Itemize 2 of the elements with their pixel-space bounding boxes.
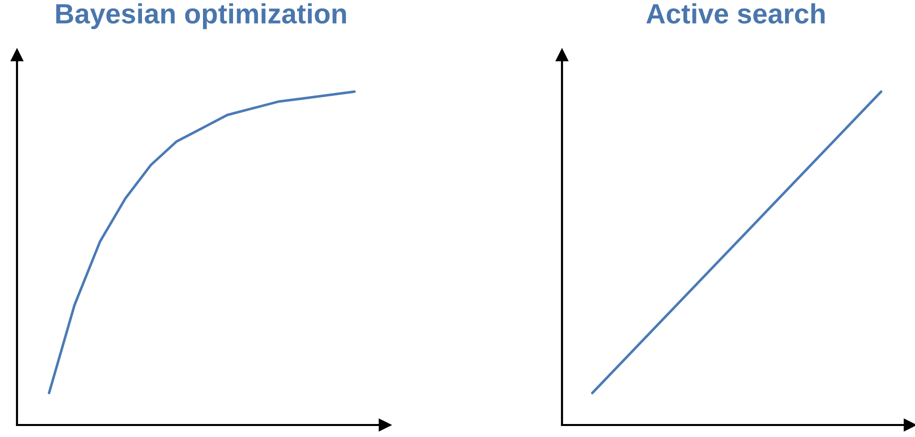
chart-title: Active search: [646, 3, 825, 24]
chart-title: Bayesian optimization: [56, 3, 346, 30]
